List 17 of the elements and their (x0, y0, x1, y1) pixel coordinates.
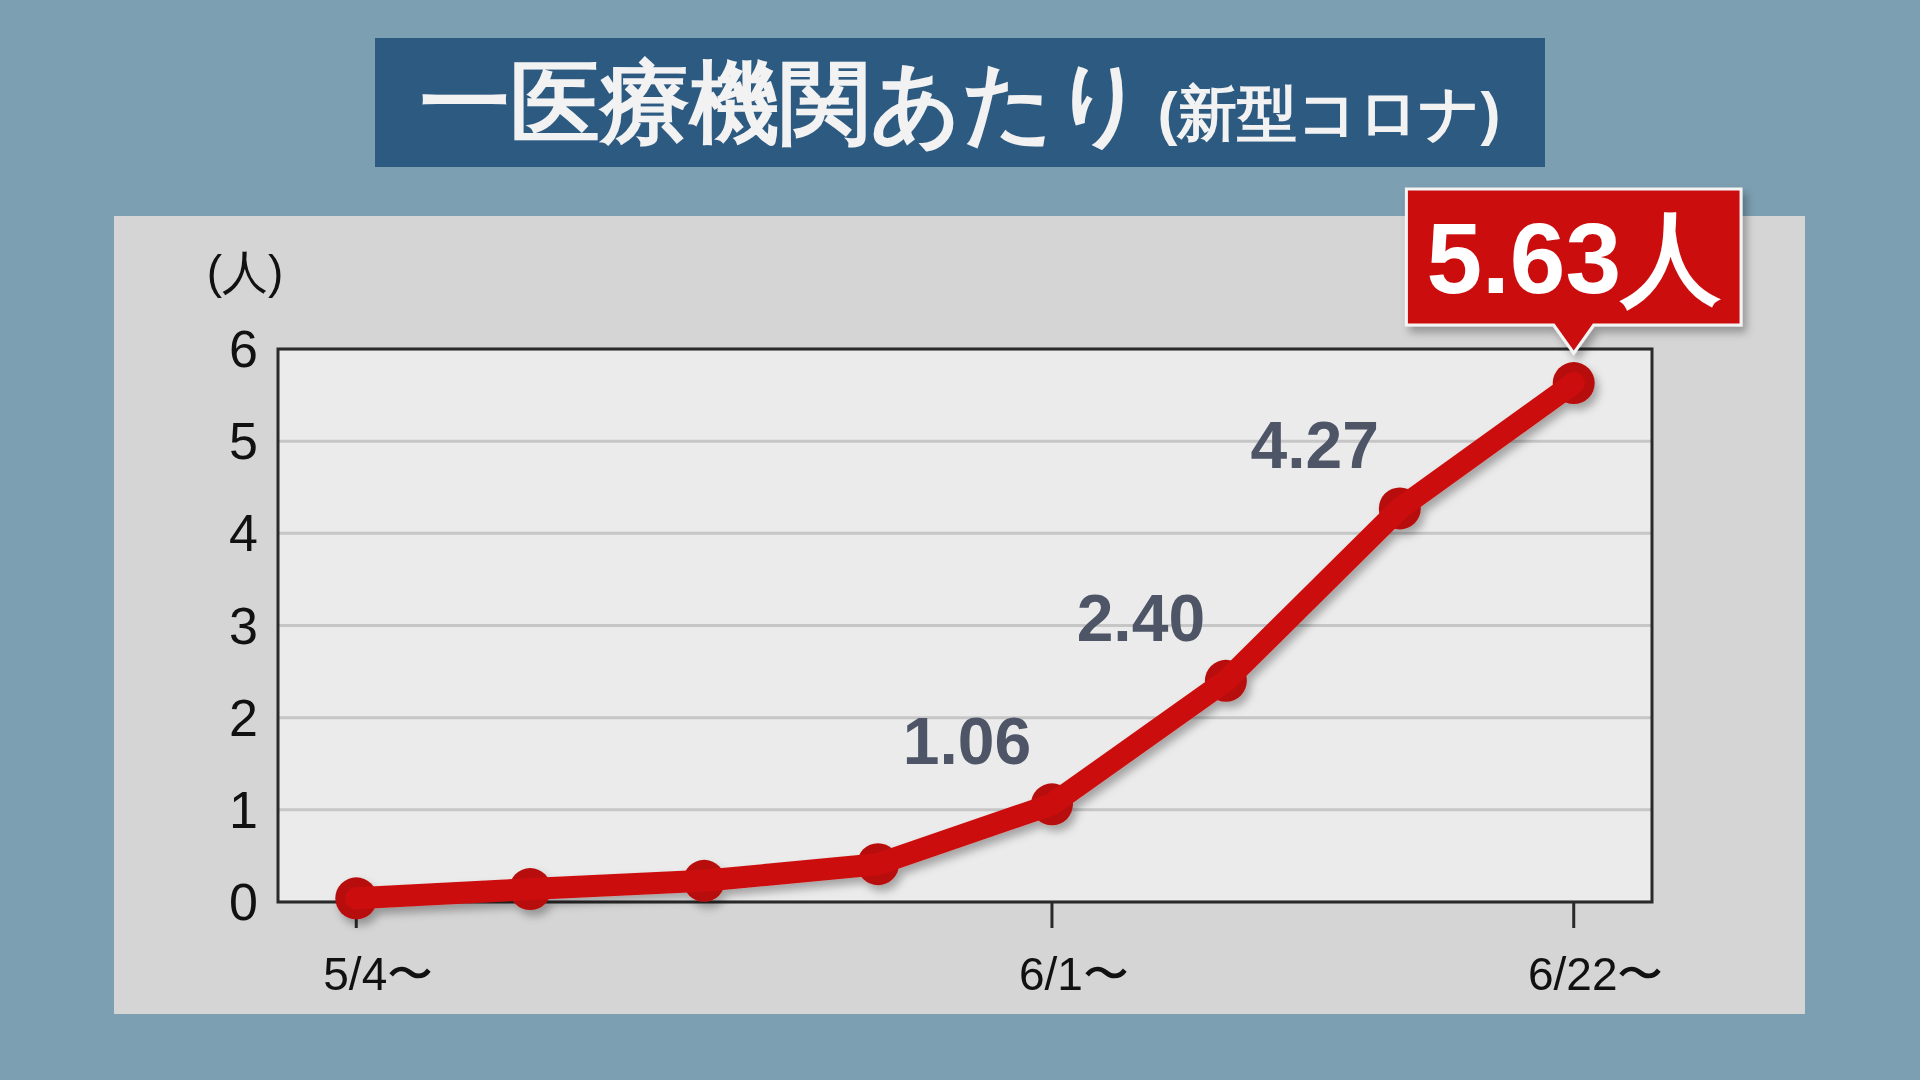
chart-title: 一医療機関あたり (419, 53, 1146, 153)
y-axis-title: (人) (206, 246, 284, 298)
annotation: 5.63人 (1426, 202, 1722, 315)
data-label: 2.40 (1076, 580, 1206, 655)
chart-subtitle: (新型コロナ) (1157, 80, 1501, 147)
x-tick-label: 6/1〜 (1018, 948, 1129, 1000)
y-tick-label: 1 (229, 780, 258, 839)
y-tick-label: 5 (229, 412, 258, 471)
y-tick-label: 0 (229, 873, 258, 931)
y-tick-label: 3 (229, 596, 258, 655)
x-tick-label: 5/4〜 (323, 948, 434, 1000)
data-label: 1.06 (902, 704, 1032, 779)
y-tick-label: 4 (229, 504, 258, 563)
y-tick-label: 2 (229, 688, 258, 747)
data-label: 4.27 (1250, 408, 1380, 483)
y-tick-label: 6 (229, 320, 258, 378)
x-tick-label: 6/22〜 (1527, 948, 1664, 1000)
